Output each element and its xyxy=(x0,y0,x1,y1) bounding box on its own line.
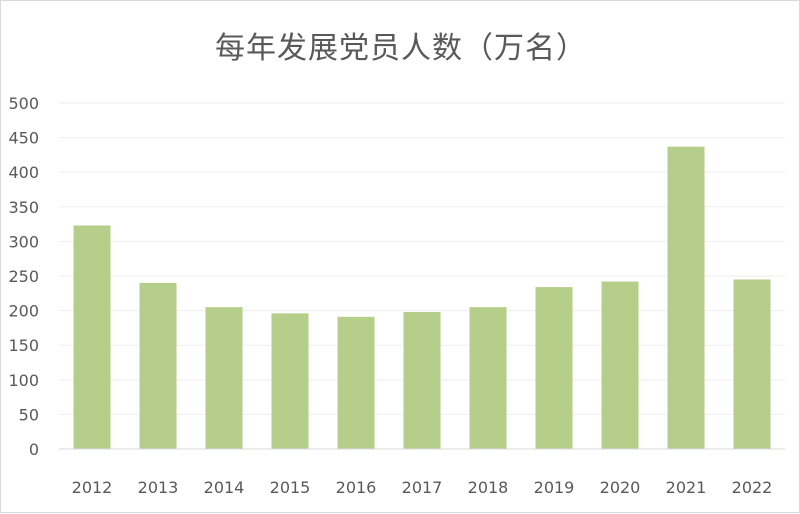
y-tick-label: 50 xyxy=(19,405,39,424)
y-tick-label: 300 xyxy=(8,232,39,251)
x-tick-label: 2021 xyxy=(666,478,707,497)
x-tick-label: 2019 xyxy=(534,478,575,497)
bar-2019 xyxy=(535,287,573,449)
y-tick-label: 400 xyxy=(8,163,39,182)
bar-2021 xyxy=(667,146,705,449)
y-tick-label: 200 xyxy=(8,302,39,321)
x-tick-label: 2016 xyxy=(336,478,377,497)
x-tick-label: 2014 xyxy=(204,478,245,497)
bar-2022 xyxy=(733,279,771,449)
bar-2018 xyxy=(469,307,507,449)
y-tick-label: 350 xyxy=(8,198,39,217)
bar-2014 xyxy=(205,307,243,449)
bar-2012 xyxy=(73,225,111,449)
y-tick-label: 100 xyxy=(8,371,39,390)
y-tick-label: 150 xyxy=(8,336,39,355)
bar-2020 xyxy=(601,281,639,449)
y-tick-label: 250 xyxy=(8,267,39,286)
x-tick-label: 2013 xyxy=(138,478,179,497)
bar-2013 xyxy=(139,282,177,449)
bar-2015 xyxy=(271,313,309,449)
x-tick-label: 2012 xyxy=(72,478,113,497)
bar-2016 xyxy=(337,316,375,449)
chart-title: 每年发展党员人数（万名） xyxy=(215,31,587,66)
x-tick-label: 2018 xyxy=(468,478,509,497)
y-tick-label: 500 xyxy=(8,94,39,113)
x-tick-label: 2017 xyxy=(402,478,443,497)
y-tick-label: 450 xyxy=(8,129,39,148)
bar-2017 xyxy=(403,311,441,449)
x-tick-label: 2022 xyxy=(732,478,773,497)
y-tick-label: 0 xyxy=(29,440,39,459)
x-tick-label: 2020 xyxy=(600,478,641,497)
x-tick-label: 2015 xyxy=(270,478,311,497)
